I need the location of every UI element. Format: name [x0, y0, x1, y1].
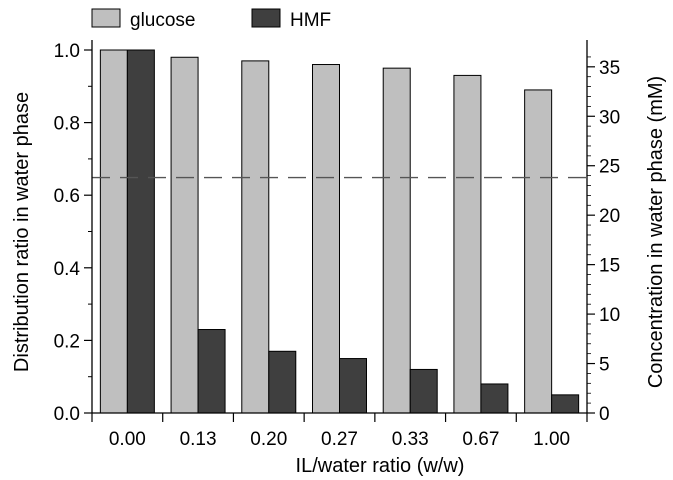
- y-axis-title: Distribution ratio in water phase: [11, 92, 33, 372]
- y-tick-label: 0.2: [54, 331, 80, 352]
- x-axis-ticks: 0.00 0.13 0.20 0.27 0.33 0.67 1.00: [91, 413, 588, 450]
- y-tick-label: 0.4: [54, 259, 81, 280]
- x-tick-label: 0.33: [392, 429, 429, 450]
- y-tick-label: 0.0: [54, 404, 80, 425]
- y2-tick-label: 15: [599, 256, 620, 277]
- y-axis-ticks: 0.0 0.2 0.4 0.6 0.8 1.0: [54, 41, 92, 425]
- y-tick-label: 0.8: [54, 114, 80, 135]
- x-tick-label: 0.67: [462, 429, 499, 450]
- bar-glucose-0.00: [99, 49, 128, 414]
- y2-tick-label: 10: [599, 305, 620, 326]
- legend-swatch-glucose: [91, 8, 121, 28]
- y2-tick-label: 20: [599, 206, 620, 227]
- bar-hmf-0.67: [480, 383, 509, 414]
- bar-hmf-0.00: [126, 49, 155, 414]
- legend-label-hmf: HMF: [290, 10, 331, 31]
- bar-glucose-0.27: [312, 64, 340, 414]
- bar-glucose-0.67: [453, 74, 482, 414]
- x-tick-label: 0.13: [180, 429, 217, 450]
- y2-tick-label: 0: [599, 404, 610, 425]
- legend-swatch-hmf: [251, 8, 281, 28]
- x-axis-title: IL/water ratio (w/w): [296, 455, 465, 477]
- bar-hmf-0.20: [268, 350, 297, 414]
- y2-axis-ticks: 0 5 10 15 20 25 30 35: [587, 56, 620, 425]
- y-tick-label: 0.6: [54, 186, 80, 207]
- y2-tick-label: 25: [599, 157, 620, 178]
- y2-axis-title: Concentration in water phase (mM): [645, 76, 667, 388]
- y-tick-label: 1.0: [54, 41, 80, 62]
- bar-glucose-0.20: [241, 60, 270, 414]
- legend-label-glucose: glucose: [130, 10, 196, 31]
- bar-hmf-1.00: [551, 394, 580, 414]
- bar-glucose-0.33: [382, 67, 411, 414]
- y2-tick-label: 35: [599, 58, 620, 79]
- bar-glucose-0.13: [170, 56, 199, 414]
- bar-hmf-0.13: [197, 329, 226, 414]
- bar-hmf-0.33: [409, 368, 438, 414]
- y2-tick-label: 30: [599, 107, 620, 128]
- bars: [99, 49, 580, 414]
- x-tick-label: 0.00: [109, 429, 146, 450]
- legend: glucose HMF: [91, 8, 331, 31]
- y2-tick-label: 5: [599, 355, 610, 376]
- bar-glucose-1.00: [524, 89, 553, 414]
- x-tick-label: 1.00: [533, 429, 570, 450]
- x-tick-label: 0.20: [250, 429, 287, 450]
- axes: [91, 40, 588, 414]
- x-tick-label: 0.27: [321, 429, 358, 450]
- bar-hmf-0.27: [339, 358, 367, 414]
